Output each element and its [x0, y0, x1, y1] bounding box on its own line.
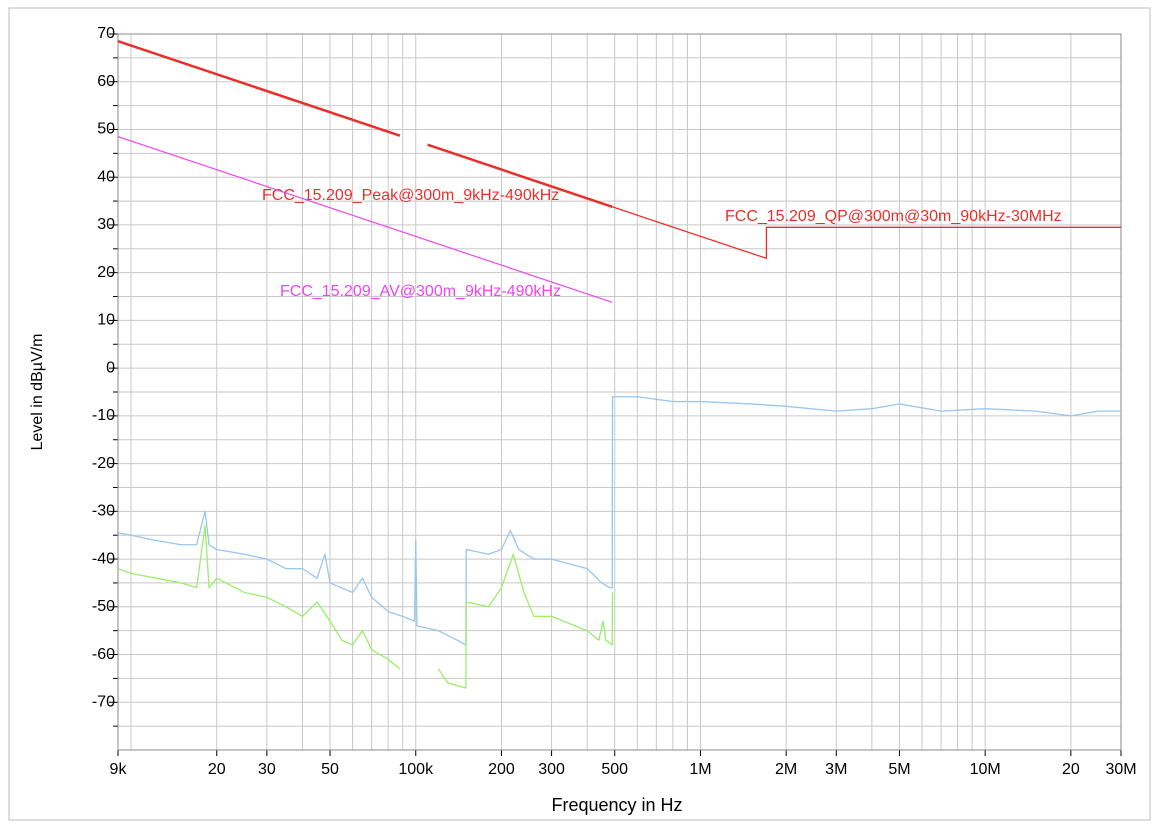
y-tick-label: 70	[97, 25, 115, 42]
x-tick-label: 300	[538, 761, 565, 778]
x-tick-label: 3M	[825, 761, 847, 778]
y-tick-label: -30	[92, 503, 115, 520]
y-tick-label: -70	[92, 693, 115, 710]
x-tick-label: 2M	[775, 761, 797, 778]
x-tick-label: 1M	[689, 761, 711, 778]
x-tick-label: 30M	[1105, 761, 1136, 778]
x-tick-label: 9k	[110, 761, 128, 778]
y-tick-label: 10	[97, 312, 115, 329]
series-label: FCC_15.209_Peak@300m_9kHz-490kHz	[262, 187, 559, 204]
x-tick-label: 500	[601, 761, 628, 778]
y-tick-label: -40	[92, 550, 115, 567]
series-line	[117, 525, 614, 689]
y-tick-label: -60	[92, 646, 115, 663]
y-tick-label: -50	[92, 598, 115, 615]
x-tick-label: 200	[488, 761, 515, 778]
x-tick-label: 20	[1062, 761, 1080, 778]
x-axis-label: Frequency in Hz	[551, 795, 682, 815]
x-tick-label: 20	[208, 761, 226, 778]
x-tick-label: 10M	[970, 761, 1001, 778]
series-label: FCC_15.209_QP@300m@30m_90kHz-30MHz	[725, 208, 1062, 225]
plot-border	[117, 33, 1122, 751]
series-line	[117, 136, 613, 303]
y-tick-label: -10	[92, 407, 115, 424]
y-tick-label: -20	[92, 455, 115, 472]
series-line	[612, 206, 1121, 259]
x-tick-label: 5M	[888, 761, 910, 778]
y-tick-label: 60	[97, 73, 115, 90]
y-tick-label: 40	[97, 168, 115, 185]
y-tick-label: 0	[106, 359, 115, 376]
y-tick-label: 20	[97, 264, 115, 281]
y-axis-label: Level in dBµV/m	[29, 334, 46, 451]
x-tick-label: 30	[258, 761, 276, 778]
y-tick-label: 50	[97, 121, 115, 138]
series-line	[117, 39, 613, 208]
y-tick-label: 30	[97, 216, 115, 233]
x-tick-label: 100k	[398, 761, 434, 778]
series-label: FCC_15.209_AV@300m_9kHz-490kHz	[280, 283, 561, 300]
x-tick-label: 50	[321, 761, 339, 778]
series-line	[117, 396, 1121, 646]
